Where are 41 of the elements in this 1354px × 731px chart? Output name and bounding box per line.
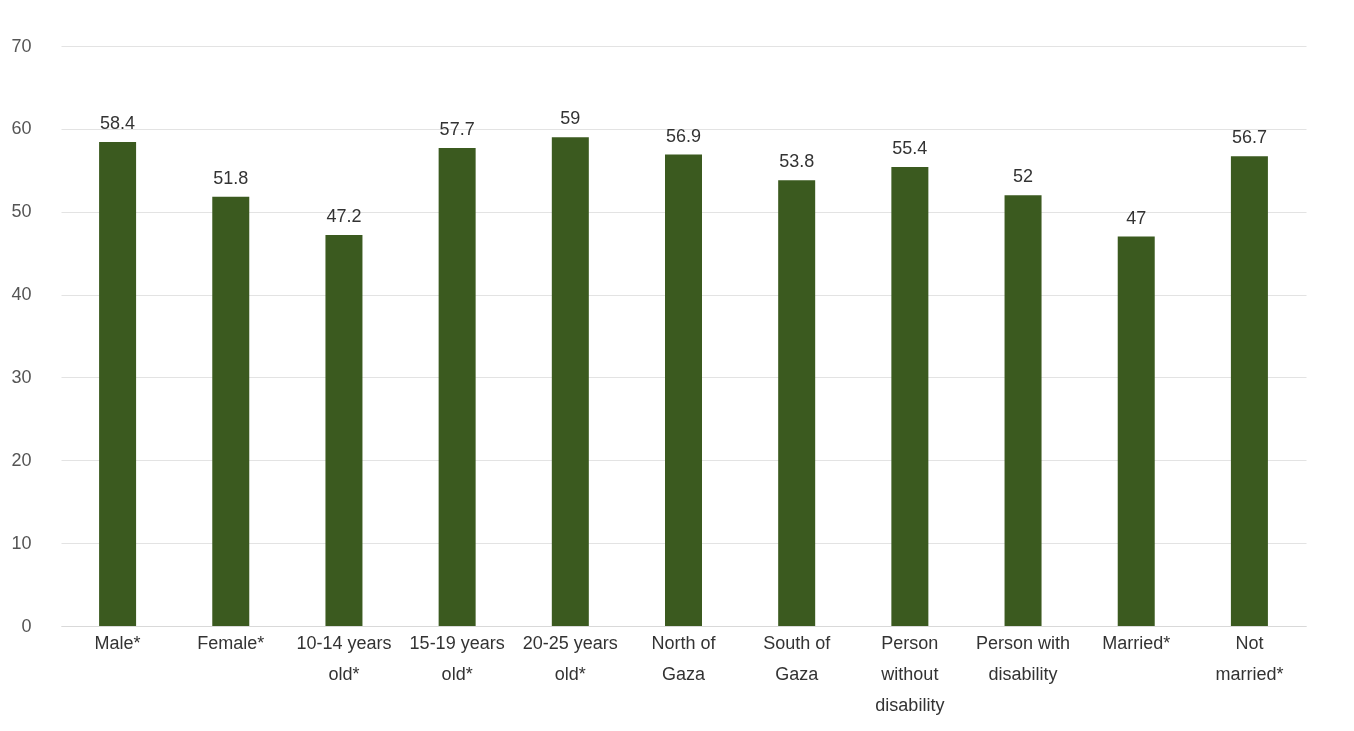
y-tick-label: 20 [11, 449, 32, 470]
y-tick-label: 70 [11, 35, 32, 56]
x-tick-label: 20-25 years old* [522, 632, 618, 684]
bar [325, 234, 363, 626]
bar [212, 196, 250, 626]
data-label: 56.9 [665, 125, 702, 146]
y-tick-label: 50 [11, 201, 32, 222]
data-label: 55.4 [892, 137, 928, 158]
data-label: 47 [1126, 207, 1147, 228]
bar [1117, 236, 1155, 626]
data-label: 51.8 [213, 167, 249, 188]
bar [1004, 195, 1042, 626]
bar [1230, 156, 1268, 626]
data-label: 58.4 [100, 113, 136, 134]
x-tick-label: 10-14 years old* [296, 632, 392, 684]
bar [665, 154, 702, 626]
x-tick-label: North of Gaza [651, 632, 717, 684]
x-tick-label: Married* [1102, 632, 1171, 653]
bar [438, 147, 476, 626]
y-tick-label: 40 [11, 284, 32, 305]
x-tick-label: South of Gaza [763, 632, 832, 684]
y-tick-label: 0 [21, 615, 32, 636]
data-label: 52 [1013, 166, 1034, 187]
x-tick-label: Person without disability [875, 632, 945, 715]
y-tick-label: 30 [11, 366, 32, 387]
x-tick-label: Not married* [1215, 632, 1284, 684]
data-label: 47.2 [326, 205, 362, 226]
x-tick-label: Male* [94, 632, 141, 653]
data-label: 57.7 [439, 118, 475, 139]
data-label: 53.8 [779, 151, 815, 172]
bar [99, 142, 137, 626]
bar [778, 180, 816, 626]
bar [891, 166, 929, 626]
y-tick-label: 60 [11, 118, 32, 139]
x-tick-label: 15-19 years old* [409, 632, 505, 684]
x-tick-label: Female* [197, 632, 265, 653]
y-tick-label: 10 [11, 532, 32, 553]
data-label: 59 [560, 108, 581, 129]
x-tick-label: Person with disability [976, 632, 1071, 684]
bar [551, 137, 589, 626]
data-label: 56.7 [1231, 127, 1267, 148]
